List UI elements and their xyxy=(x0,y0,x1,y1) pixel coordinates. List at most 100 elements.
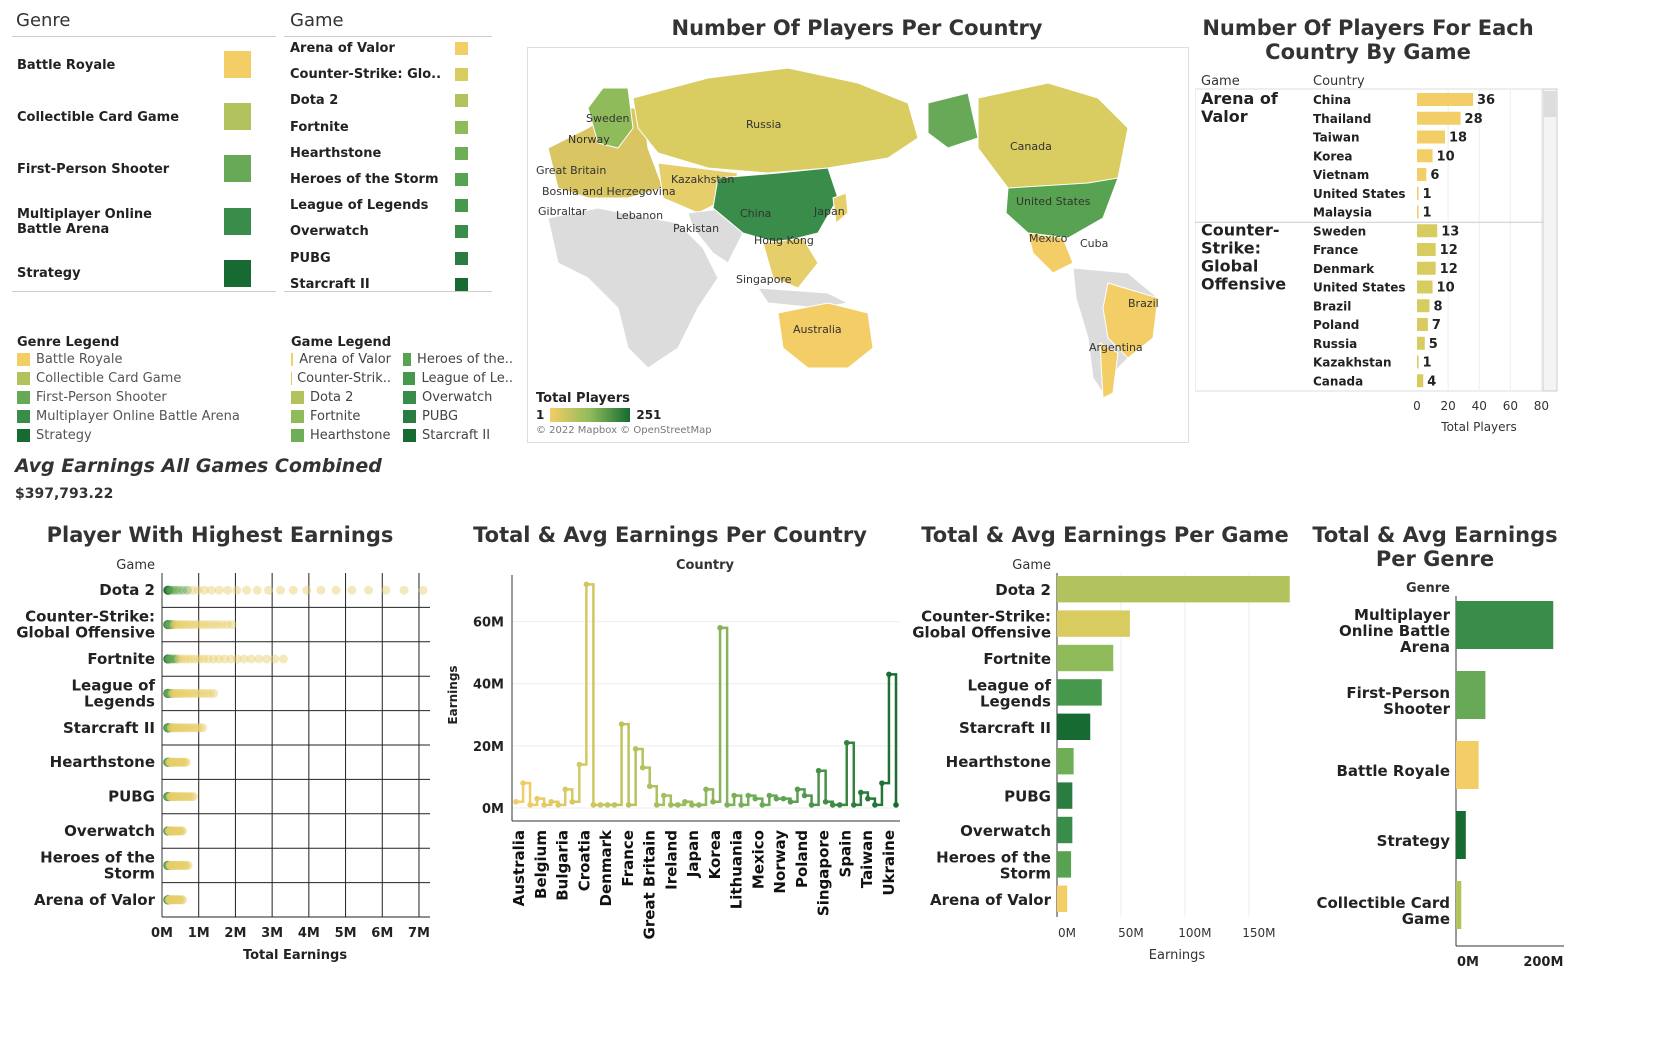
point xyxy=(168,688,178,698)
map-legend-gradient xyxy=(550,408,631,422)
genre-color-swatch xyxy=(224,51,251,78)
point xyxy=(169,688,179,698)
point xyxy=(198,620,208,630)
game-legend-item[interactable]: PUBG xyxy=(403,407,513,426)
point xyxy=(172,654,182,664)
genre-row[interactable]: First-Person Shooter xyxy=(12,146,276,192)
bar xyxy=(1417,280,1433,294)
point xyxy=(172,688,182,698)
point xyxy=(165,723,175,733)
map-legend-min: 1 xyxy=(536,408,545,422)
data-point xyxy=(893,802,899,808)
data-point xyxy=(865,795,871,802)
point xyxy=(163,792,173,802)
point xyxy=(179,688,189,698)
country-label: China xyxy=(1313,93,1351,107)
x-axis-label: Total Players xyxy=(1440,420,1516,434)
genre-legend-item[interactable]: Collectible Card Game xyxy=(17,369,240,388)
game-color-swatch xyxy=(455,277,468,291)
data-point xyxy=(710,798,716,805)
point xyxy=(169,895,179,905)
bar xyxy=(1057,576,1290,603)
genre-legend-item[interactable]: Strategy xyxy=(17,426,240,445)
x-tick-label: 50M xyxy=(1118,926,1144,940)
map-country-label: Hong Kong xyxy=(754,234,814,247)
point xyxy=(168,860,178,870)
map-country-label: Sweden xyxy=(586,112,630,125)
game-color-swatch xyxy=(455,173,468,186)
row-label: Multiplayer xyxy=(1354,606,1451,624)
x-tick-label: Mexico xyxy=(749,830,767,889)
genre-row[interactable]: Battle Royale xyxy=(12,42,276,88)
game-row[interactable]: Counter-Strike: Glo.. xyxy=(284,62,492,88)
game-row[interactable]: PUBG xyxy=(284,246,492,272)
point xyxy=(164,757,174,767)
point xyxy=(183,792,193,802)
top-axis-label: Country xyxy=(676,558,735,573)
genre-legend-item[interactable]: First-Person Shooter xyxy=(17,388,240,407)
game-legend-item[interactable]: League of Le.. xyxy=(403,369,513,388)
bar-value-label: 28 xyxy=(1465,112,1483,127)
point xyxy=(201,620,211,630)
point xyxy=(168,895,178,905)
game-row[interactable]: Starcraft II xyxy=(284,272,492,298)
genre-row[interactable]: Collectible Card Game xyxy=(12,94,276,140)
group-label: Offensive xyxy=(1201,274,1286,293)
game-legend-item[interactable]: Heroes of the.. xyxy=(403,350,513,369)
map-legend-max: 251 xyxy=(636,408,662,422)
point xyxy=(165,757,175,767)
point xyxy=(173,895,183,905)
game-legend: Game Legend Arena of Valor Counter-Strik.… xyxy=(291,335,513,445)
bar xyxy=(1417,224,1438,238)
game-legend-item[interactable]: Fortnite xyxy=(291,407,391,426)
game-row[interactable]: Arena of Valor xyxy=(284,36,492,62)
point xyxy=(194,620,204,630)
game-legend-item[interactable]: Hearthstone xyxy=(291,426,391,445)
game-legend-item[interactable]: Arena of Valor xyxy=(291,350,391,369)
point xyxy=(170,620,180,630)
x-tick-label: Great Britain xyxy=(641,830,659,939)
game-row[interactable]: Fortnite xyxy=(284,115,492,141)
data-point xyxy=(822,798,829,805)
genre-legend-item[interactable]: Multiplayer Online Battle Arena xyxy=(17,407,240,426)
point xyxy=(172,792,182,802)
country-label: United States xyxy=(1313,281,1406,295)
game-legend-item[interactable]: Dota 2 xyxy=(291,388,391,407)
game-legend-item[interactable]: Overwatch xyxy=(403,388,513,407)
point xyxy=(163,826,173,836)
game-legend-item[interactable]: Starcraft II xyxy=(403,426,513,445)
country-label: Korea xyxy=(1313,149,1353,163)
point xyxy=(166,585,176,595)
world-map[interactable]: Russia Sweden Norway Great Britain Bosnia an… xyxy=(527,47,1189,443)
data-point xyxy=(801,792,808,799)
genre-row[interactable]: Strategy xyxy=(12,251,276,297)
genre-legend-item[interactable]: Battle Royale xyxy=(17,350,240,369)
map-country-label: Norway xyxy=(568,133,610,146)
point xyxy=(213,620,223,630)
game-table-header: Game xyxy=(290,10,344,31)
point xyxy=(167,860,177,870)
legend-swatch xyxy=(17,410,30,423)
genre-row[interactable]: Multiplayer Online Battle Arena xyxy=(12,199,276,245)
data-point xyxy=(548,798,554,805)
bar xyxy=(1456,741,1479,789)
x-tick-label: Spain xyxy=(836,830,854,877)
point xyxy=(163,757,173,767)
game-legend-item[interactable]: Counter-Strik.. xyxy=(291,369,391,388)
point xyxy=(186,723,196,733)
game-row[interactable]: League of Legends xyxy=(284,193,492,219)
point xyxy=(177,688,187,698)
legend-swatch xyxy=(291,410,304,423)
game-row[interactable]: Heroes of the Storm xyxy=(284,167,492,193)
genre-color-swatch xyxy=(224,259,251,287)
point xyxy=(165,826,175,836)
game-row[interactable]: Overwatch xyxy=(284,219,492,245)
point xyxy=(167,792,177,802)
country-label: United States xyxy=(1313,187,1406,201)
game-row[interactable]: Dota 2 xyxy=(284,88,492,114)
point xyxy=(165,792,175,802)
game-row[interactable]: Hearthstone xyxy=(284,141,492,167)
genre-row-label: Collectible Card Game xyxy=(17,109,180,125)
scrollbar-track xyxy=(1542,88,1558,392)
bar xyxy=(1456,811,1466,859)
